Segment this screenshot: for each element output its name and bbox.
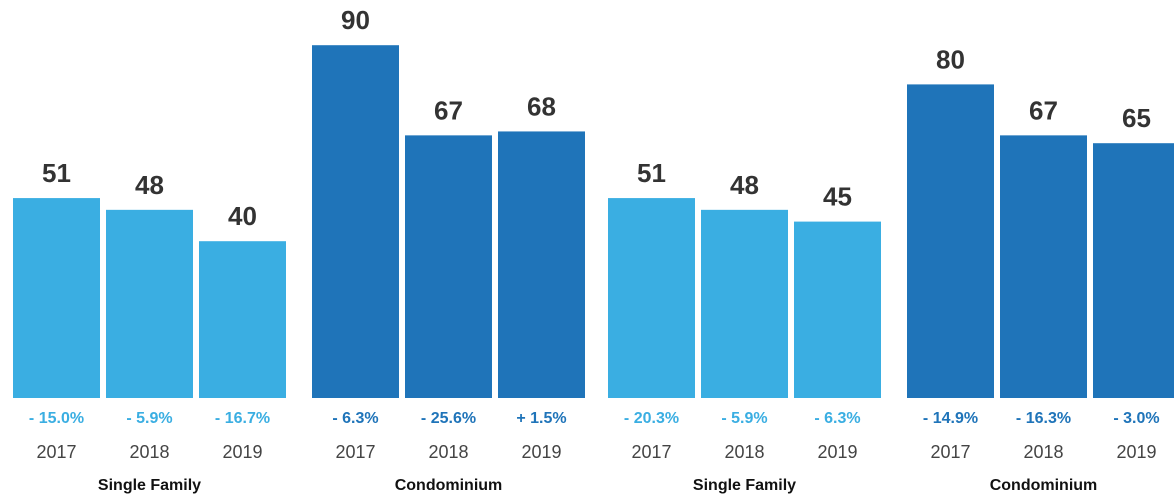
- change-label: - 16.7%: [215, 410, 270, 427]
- change-label: - 20.3%: [624, 410, 679, 427]
- bar-single-family-2019: [794, 221, 881, 398]
- group-label-single-family: Single Family: [98, 477, 201, 494]
- change-label: - 6.3%: [814, 410, 860, 427]
- year-tick-label: 2019: [817, 442, 857, 462]
- year-tick-label: 2019: [521, 442, 561, 462]
- bar-single-family-2018: [106, 209, 193, 398]
- change-label: - 6.3%: [332, 410, 378, 427]
- value-label: 67: [1029, 95, 1058, 125]
- year-tick-label: 2018: [428, 442, 468, 462]
- bar-condominium-2019: [1093, 143, 1174, 398]
- value-label: 67: [434, 95, 463, 125]
- change-label: + 1.5%: [516, 410, 566, 427]
- bar-condominium-2017: [907, 84, 994, 399]
- bar-single-family-2019: [199, 241, 286, 398]
- bar-condominium-2018: [1000, 135, 1087, 399]
- year-tick-label: 2017: [631, 442, 671, 462]
- bar-condominium-2017: [312, 45, 399, 398]
- group-label-condominium: Condominium: [395, 477, 503, 494]
- change-label: - 5.9%: [721, 410, 767, 427]
- value-label: 40: [228, 201, 257, 231]
- year-tick-label: 2019: [1116, 442, 1156, 462]
- year-tick-label: 2018: [724, 442, 764, 462]
- change-label: - 25.6%: [421, 410, 476, 427]
- value-label: 51: [637, 158, 666, 188]
- bar-condominium-2019: [498, 131, 585, 398]
- bar-single-family-2017: [13, 198, 100, 398]
- change-label: - 3.0%: [1113, 410, 1159, 427]
- group-label-single-family: Single Family: [693, 477, 796, 494]
- year-tick-label: 2017: [335, 442, 375, 462]
- change-label: - 5.9%: [126, 410, 172, 427]
- value-label: 65: [1122, 103, 1151, 133]
- change-label: - 15.0%: [29, 410, 84, 427]
- value-label: 48: [730, 170, 759, 200]
- change-label: - 14.9%: [923, 410, 978, 427]
- value-label: 68: [527, 91, 556, 121]
- value-label: 48: [135, 170, 164, 200]
- value-label: 45: [823, 182, 852, 212]
- value-label: 51: [42, 158, 71, 188]
- bar-single-family-2017: [608, 198, 695, 398]
- year-tick-label: 2017: [930, 442, 970, 462]
- year-tick-label: 2017: [36, 442, 76, 462]
- year-tick-label: 2018: [129, 442, 169, 462]
- value-label: 90: [341, 5, 370, 35]
- bar-condominium-2018: [405, 135, 492, 399]
- group-label-condominium: Condominium: [990, 477, 1098, 494]
- year-tick-label: 2018: [1023, 442, 1063, 462]
- bar-single-family-2018: [701, 209, 788, 398]
- value-label: 80: [936, 44, 965, 74]
- change-label: - 16.3%: [1016, 410, 1071, 427]
- year-tick-label: 2019: [222, 442, 262, 462]
